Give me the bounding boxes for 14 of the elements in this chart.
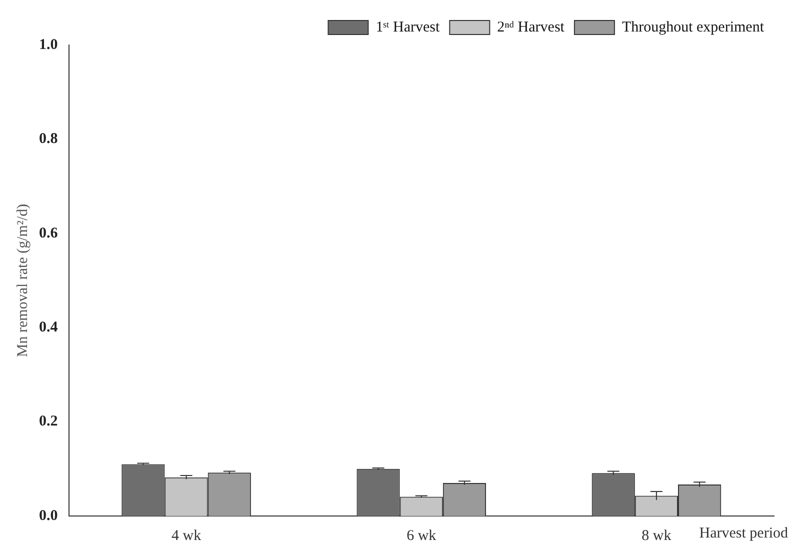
x-tick-label: 4 wk: [171, 528, 202, 544]
legend-label: Throughout experiment: [622, 19, 765, 36]
y-tick-label: 0.2: [39, 414, 58, 430]
x-axis-title: Harvest period: [699, 525, 788, 542]
legend-label: 1ˢᵗ Harvest: [376, 19, 440, 36]
x-tick-label: 6 wk: [406, 528, 437, 544]
y-tick-label: 0.8: [39, 131, 58, 148]
y-tick-label: 0.0: [39, 508, 58, 524]
y-axis-title: Mn removal rate (g/m²/d): [14, 204, 31, 358]
x-tick-label: 8 wk: [642, 528, 672, 544]
y-tick-label: 1.0: [39, 36, 58, 53]
y-tick-label: 0.4: [39, 319, 58, 336]
y-tick-label: 0.6: [39, 225, 58, 242]
legend-label: 2ⁿᵈ Harvest: [497, 19, 566, 36]
